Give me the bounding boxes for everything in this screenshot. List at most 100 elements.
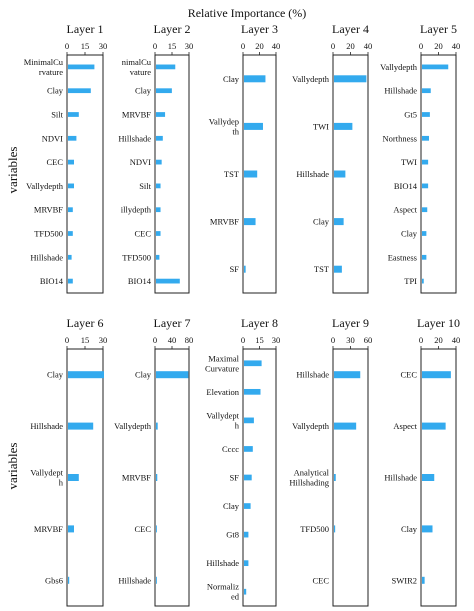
x-tick-label: 0 [241,335,245,345]
bar [244,588,247,595]
panel-frame [154,348,190,607]
bar [68,112,79,117]
panel-layer-5: Layer 5 0 20 40 Vallydepth Hillshade Gt5 Northn… [380,22,461,294]
category-label: TWI [401,157,417,167]
panel-frame [332,54,369,294]
y-axis-label-top: variables [5,147,20,194]
category-label: Cccc [222,444,239,454]
category-label: Hillshade [384,473,417,483]
bar [244,122,263,130]
category-label: Analytical Hillshading [289,468,329,488]
bar [334,122,353,130]
panel-title: Layer 8 [241,316,278,330]
x-tick-label: 40 [168,335,177,345]
panel-frame [66,348,104,607]
category-label: NDVI [42,133,63,143]
category-label: Clay [47,370,64,380]
category-label: MRVBF [34,524,63,534]
x-tick-label: 80 [185,335,194,345]
bar [68,159,74,165]
panel-layer-6: Layer 6 0 15 30 Clay Hillshade Vallydept h MRVBF… [30,316,108,607]
category-label: Vallydepth [114,421,152,431]
bar [422,207,428,213]
x-tick-label: 15 [255,335,264,345]
bar [422,278,424,284]
x-tick-label: 60 [364,335,373,345]
x-tick-label: 0 [331,335,335,345]
bar [422,525,433,533]
panel-title: Layer 7 [154,316,191,330]
category-label: TWI [313,121,329,131]
bar [156,159,162,165]
bar [156,112,166,117]
panel-title: Layer 1 [67,22,104,36]
bar [68,64,95,70]
category-label: MRVBF [34,205,63,215]
bar [68,371,104,379]
category-label: Hillshade [30,421,63,431]
bar [422,64,449,70]
bar [68,207,73,213]
category-label: Clay [47,86,64,96]
category-label: Clay [135,370,152,380]
panel-layer-10: Layer 10 0 20 40 CEC Aspect Hillshade Clay SWIR2 [384,316,460,607]
category-label: Hillshade [384,86,417,96]
category-label: TPI [404,276,417,286]
x-tick-label: 30 [99,41,108,51]
bar [334,371,361,379]
bar [244,218,256,226]
panel-layer-2: Layer 2 0 15 30 nimalCu vature Clay MRVBF Hillsh… [118,22,193,294]
bar [244,75,266,83]
x-tick-label: 0 [153,41,157,51]
category-label: TST [224,169,240,179]
x-tick-label: 20 [255,41,264,51]
panel-layer-4: Layer 4 0 20 40 Vallydepth TWI Hillshade Clay TS… [292,22,372,294]
category-label: illydepth [121,205,152,215]
category-label: Clay [313,217,330,227]
category-label: Northness [383,133,417,143]
bar [422,135,429,141]
x-tick-label: 0 [419,335,423,345]
panel-frame [154,54,190,294]
panel-title: Layer 6 [67,316,104,330]
x-tick-label: 0 [65,41,69,51]
category-label: Clay [223,501,240,511]
category-label: Aspect [393,205,417,215]
category-label: Gt5 [404,110,417,120]
category-label: Gt8 [226,530,239,540]
category-label: nimalCu vature [122,57,152,77]
bar [156,525,157,533]
category-label: Hillshade [296,370,329,380]
x-tick-label: 30 [272,335,281,345]
bar [244,474,252,481]
x-tick-label: 30 [99,335,108,345]
x-tick-label: 20 [434,335,443,345]
category-label: MRVBF [210,217,239,227]
bar [68,88,91,94]
category-label: Vallydepth [292,421,330,431]
category-label: Elevation [206,387,239,397]
bar [156,576,157,584]
x-tick-label: 20 [346,41,355,51]
bar [68,525,74,533]
bar [244,417,254,424]
x-tick-label: 40 [452,41,461,51]
x-tick-label: 0 [153,335,157,345]
bar [68,422,94,430]
bar [156,278,180,284]
category-label: Clay [223,74,240,84]
category-label: SWIR2 [392,575,418,585]
bar [422,183,429,189]
category-label: TST [314,264,330,274]
category-label: MRVBF [122,473,151,483]
bar [422,254,427,260]
bar [422,112,430,117]
bar [68,278,73,284]
bar [334,474,336,481]
panel-frame [420,348,457,607]
x-tick-label: 15 [168,41,177,51]
bar [334,218,344,226]
bar [244,388,261,395]
